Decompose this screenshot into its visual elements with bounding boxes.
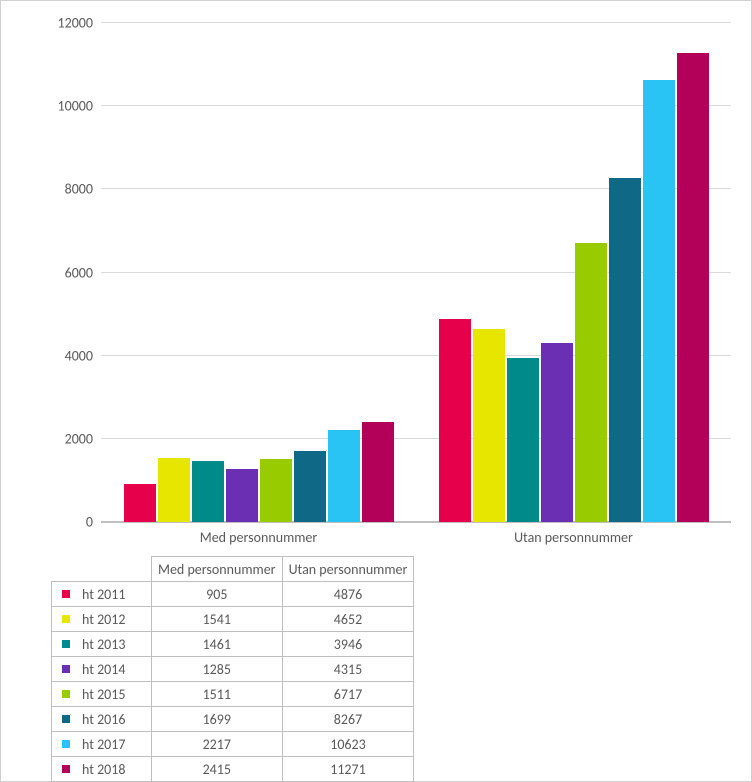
series-name: ht 2016 [82,711,125,728]
table-cell: 1541 [152,607,283,632]
bar [158,458,190,522]
legend-swatch [62,715,70,723]
table-row: ht 2012 15414652 [52,607,414,632]
table-cell: 1511 [152,682,283,707]
bar [260,459,292,522]
ytick-label: 12000 [58,15,93,32]
ytick-label: 8000 [65,181,93,198]
bar-group [124,23,394,522]
legend-swatch [62,590,70,598]
ytick-label: 4000 [65,347,93,364]
series-label: ht 2011 [52,582,152,607]
ytick-label: 10000 [58,98,93,115]
series-label: ht 2018 [52,757,152,782]
category-label: Med personnummer [101,529,416,546]
bar [192,461,224,522]
table-cell: 1699 [152,707,283,732]
bar [294,451,326,522]
data-table: Med personnummerUtan personnummerht 2011… [51,556,414,782]
bar [226,469,258,522]
table-cell: 2217 [152,732,283,757]
bar [328,430,360,522]
legend-swatch [62,690,70,698]
chart-container: 0 2000 4000 6000 8000 10000 12000 Med personnum… [0,0,752,782]
table-column-header: Utan personnummer [282,557,414,582]
series-name: ht 2017 [82,736,125,753]
series-label: ht 2013 [52,632,152,657]
bar [507,358,539,522]
bar [575,243,607,522]
bar-group [439,23,709,522]
table-row: ht 2016 16998267 [52,707,414,732]
table-cell: 1461 [152,632,283,657]
table-cell: 905 [152,582,283,607]
ytick-label: 6000 [65,264,93,281]
series-name: ht 2014 [82,661,125,678]
bar [643,80,675,522]
table-cell: 3946 [282,632,414,657]
legend-swatch [62,640,70,648]
series-label: ht 2017 [52,732,152,757]
series-name: ht 2012 [82,611,125,628]
bar [609,178,641,522]
plot-area: 020004000600080001000012000Med personnum… [101,23,731,523]
legend-swatch [62,665,70,673]
series-label: ht 2014 [52,657,152,682]
table-cell: 4315 [282,657,414,682]
table-column-header: Med personnummer [152,557,283,582]
series-label: ht 2016 [52,707,152,732]
category-label: Utan personnummer [416,529,731,546]
table-row: ht 2015 15116717 [52,682,414,707]
legend-swatch [62,765,70,773]
table-cell: 6717 [282,682,414,707]
series-name: ht 2011 [82,586,125,603]
table-cell: 11271 [282,757,414,782]
table-row: ht 2011 9054876 [52,582,414,607]
series-name: ht 2015 [82,686,125,703]
bar [124,484,156,522]
bar [362,422,394,522]
table-cell: 1285 [152,657,283,682]
series-name: ht 2018 [82,761,125,778]
table-cell: 4652 [282,607,414,632]
table-row: ht 2014 12854315 [52,657,414,682]
legend-swatch [62,740,70,748]
table-cell: 2415 [152,757,283,782]
bar [677,53,709,522]
table-row: ht 2013 14613946 [52,632,414,657]
series-name: ht 2013 [82,636,125,653]
table-cell: 8267 [282,707,414,732]
chart-area: 0 2000 4000 6000 8000 10000 12000 Med personnum… [51,11,741,551]
series-label: ht 2015 [52,682,152,707]
ytick-label: 2000 [65,430,93,447]
ytick-label: 0 [86,514,93,531]
series-label: ht 2012 [52,607,152,632]
table-corner [52,557,152,582]
table-cell: 10623 [282,732,414,757]
table-row: ht 2017 221710623 [52,732,414,757]
legend-swatch [62,615,70,623]
bar [541,343,573,522]
table-row: ht 2018 241511271 [52,757,414,782]
table-cell: 4876 [282,582,414,607]
bar [439,319,471,522]
bar [473,329,505,522]
